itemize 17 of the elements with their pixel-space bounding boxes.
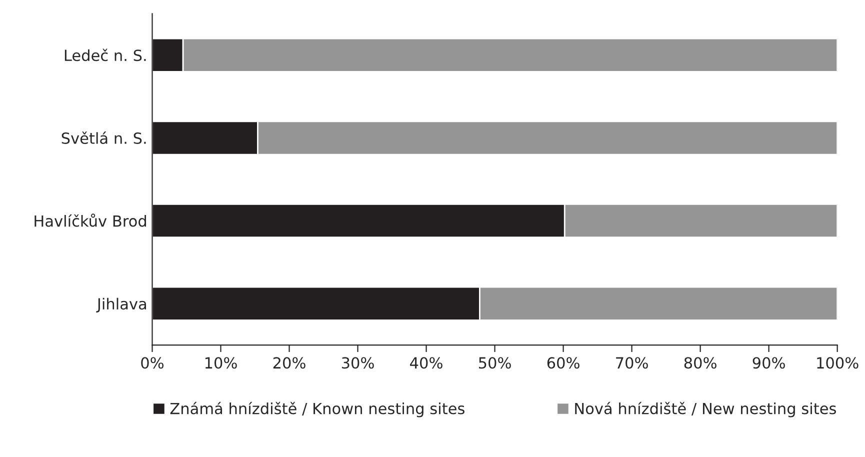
x-tick-label: 80% — [684, 357, 716, 369]
x-tick-label: 70% — [616, 357, 648, 369]
y-tick-label: Světlá n. S. — [62, 132, 146, 144]
y-tick-label: Ledeč n. S. — [64, 48, 146, 62]
x-tick-label: 20% — [273, 357, 306, 369]
x-tick-label: 60% — [547, 357, 580, 369]
x-tick-label: 90% — [752, 357, 785, 369]
x-tick-label: 40% — [410, 357, 442, 369]
x-tick-label: 50% — [478, 357, 511, 369]
x-tick-label: 0% — [141, 357, 164, 369]
x-tick-label: 10% — [205, 357, 237, 369]
legend-label: Nová hnízdiště / New nesting sites — [575, 402, 836, 418]
y-tick-label: Havlíčkův Brod — [34, 214, 146, 227]
x-tick-label: 100% — [817, 357, 858, 369]
x-tick-label: 30% — [342, 357, 374, 369]
legend-label: Známá hnízdiště / Known nesting sites — [170, 402, 464, 418]
y-tick-label: Jihlava — [96, 298, 146, 312]
